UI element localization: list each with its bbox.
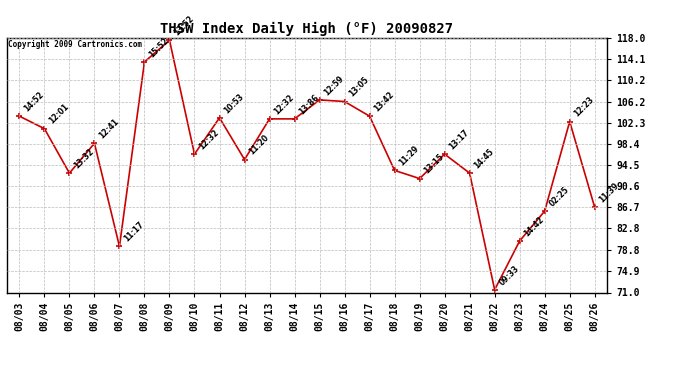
Text: 12:32: 12:32 — [273, 93, 296, 116]
Text: 12:32: 12:32 — [197, 128, 221, 152]
Text: 11:17: 11:17 — [122, 220, 146, 244]
Text: 09:33: 09:33 — [497, 264, 521, 287]
Text: 14:45: 14:45 — [473, 147, 495, 170]
Text: 11:29: 11:29 — [397, 144, 421, 168]
Title: THSW Index Daily High (°F) 20090827: THSW Index Daily High (°F) 20090827 — [161, 22, 453, 36]
Text: 13:42: 13:42 — [373, 90, 396, 113]
Text: Copyright 2009 Cartronics.com: Copyright 2009 Cartronics.com — [8, 40, 141, 49]
Text: 12:41: 12:41 — [97, 117, 121, 141]
Text: 13:05: 13:05 — [347, 75, 371, 99]
Text: 02:25: 02:25 — [547, 185, 571, 209]
Text: 13:52: 13:52 — [172, 14, 195, 38]
Text: 12:23: 12:23 — [573, 95, 596, 119]
Text: 11:20: 11:20 — [247, 134, 270, 157]
Text: 11:39: 11:39 — [598, 181, 621, 204]
Text: 15:52: 15:52 — [147, 36, 170, 59]
Text: 13:15: 13:15 — [422, 153, 446, 176]
Text: 12:01: 12:01 — [47, 102, 70, 126]
Text: 14:42: 14:42 — [522, 215, 546, 238]
Text: 13:32: 13:32 — [72, 147, 96, 170]
Text: 13:17: 13:17 — [447, 128, 471, 152]
Text: 13:86: 13:86 — [297, 93, 321, 116]
Text: 10:53: 10:53 — [222, 92, 246, 115]
Text: 14:52: 14:52 — [22, 90, 46, 113]
Text: 12:59: 12:59 — [322, 74, 346, 97]
